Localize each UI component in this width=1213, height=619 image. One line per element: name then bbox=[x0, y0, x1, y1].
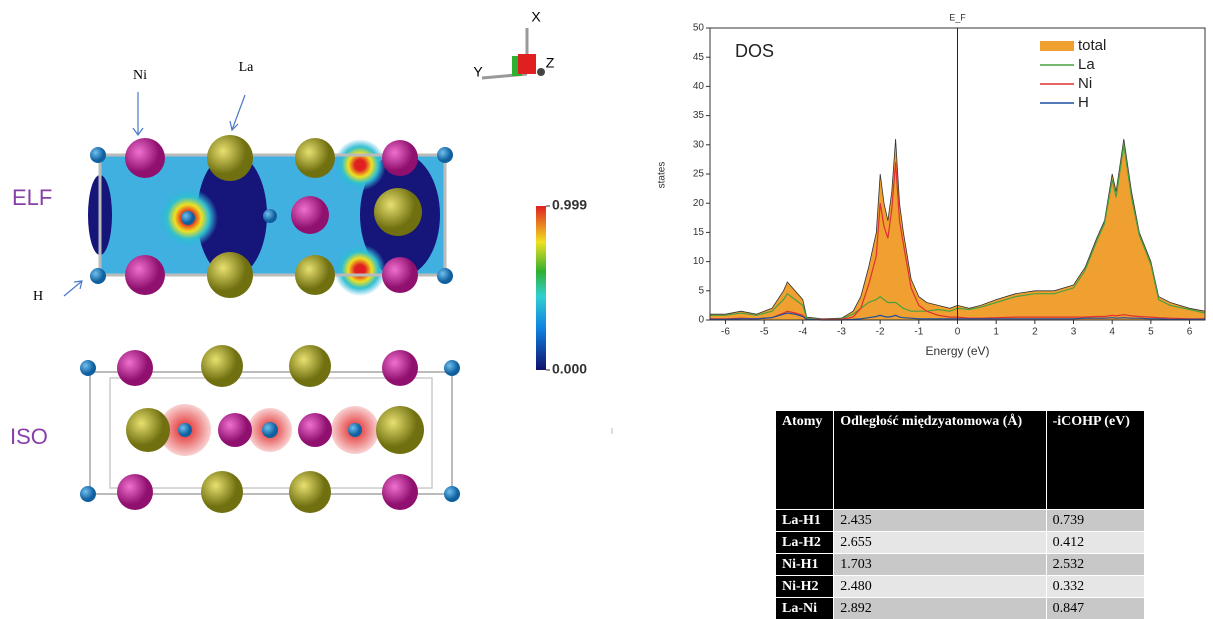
table-header-cell: -iCOHP (eV) bbox=[1046, 411, 1144, 510]
x-tick-label: -6 bbox=[721, 327, 730, 338]
y-tick-label: 40 bbox=[693, 81, 705, 92]
y-tick-label: 25 bbox=[693, 169, 705, 180]
x-tick-label: 4 bbox=[1109, 327, 1115, 338]
table-cell: La-H1 bbox=[776, 510, 834, 532]
label-la: La bbox=[239, 60, 255, 75]
y-tick-label: 0 bbox=[698, 315, 704, 326]
table-cell: Ni-H2 bbox=[776, 576, 834, 598]
y-tick-label: 15 bbox=[693, 227, 705, 238]
table-cell: La-H2 bbox=[776, 532, 834, 554]
colorbar-label: 0.000 bbox=[552, 361, 587, 377]
table-cell: 2.655 bbox=[834, 532, 1046, 554]
colorbar-label: 0.999 bbox=[552, 197, 587, 213]
table-cell: 0.332 bbox=[1046, 576, 1144, 598]
legend-label: La bbox=[1078, 56, 1095, 73]
table-header-cell: Odległość międzyatomowa (Å) bbox=[834, 411, 1046, 510]
y-axis-label: states bbox=[657, 162, 668, 189]
legend-label: total bbox=[1078, 37, 1106, 54]
label-elf: ELF bbox=[12, 185, 52, 210]
y-tick-label: 10 bbox=[693, 256, 705, 267]
x-tick-label: 1 bbox=[993, 327, 999, 338]
x-tick-label: 2 bbox=[1032, 327, 1038, 338]
table-cell: 0.412 bbox=[1046, 532, 1144, 554]
table-cell: 2.480 bbox=[834, 576, 1046, 598]
chart-title: DOS bbox=[735, 41, 774, 61]
axis-triad: X Y Z bbox=[473, 9, 554, 80]
fermi-label: E_F bbox=[949, 12, 966, 22]
y-tick-label: 30 bbox=[693, 139, 705, 150]
x-tick-label: 6 bbox=[1187, 327, 1193, 338]
legend-swatch bbox=[1040, 41, 1074, 51]
x-tick-label: -1 bbox=[914, 327, 923, 338]
page: Ni La H ELF ISO X Y Z 051015202530354045… bbox=[0, 0, 1213, 619]
legend-label: H bbox=[1078, 94, 1089, 111]
axis-y-label: Y bbox=[473, 64, 483, 80]
label-iso: ISO bbox=[10, 424, 48, 449]
legend-label: Ni bbox=[1078, 75, 1092, 92]
x-tick-label: 5 bbox=[1148, 327, 1154, 338]
table-cell: 0.739 bbox=[1046, 510, 1144, 532]
elf-map bbox=[88, 135, 453, 298]
y-tick-label: 45 bbox=[693, 52, 705, 63]
table-cell: 2.435 bbox=[834, 510, 1046, 532]
x-tick-label: -3 bbox=[837, 327, 846, 338]
table-cell: 1.703 bbox=[834, 554, 1046, 576]
x-tick-label: -2 bbox=[876, 327, 885, 338]
x-tick-label: -5 bbox=[760, 327, 769, 338]
y-tick-label: 20 bbox=[693, 198, 705, 209]
label-ni: Ni bbox=[133, 68, 147, 83]
x-tick-label: 0 bbox=[955, 327, 961, 338]
table-header-cell: Atomy bbox=[776, 411, 834, 510]
x-tick-label: 3 bbox=[1071, 327, 1077, 338]
y-tick-label: 5 bbox=[698, 285, 704, 296]
axis-x-label: X bbox=[531, 9, 541, 25]
table-cell: La-Ni bbox=[776, 598, 834, 619]
x-tick-label: -4 bbox=[798, 327, 807, 338]
colorbar bbox=[536, 206, 546, 370]
iso-structure bbox=[80, 345, 460, 513]
y-tick-label: 50 bbox=[693, 23, 705, 34]
table-cell: 0.847 bbox=[1046, 598, 1144, 619]
table-cell: 2.892 bbox=[834, 598, 1046, 619]
label-h: H bbox=[33, 289, 43, 304]
y-tick-label: 35 bbox=[693, 110, 705, 121]
x-axis-label: Energy (eV) bbox=[925, 344, 989, 358]
table-cell: Ni-H1 bbox=[776, 554, 834, 576]
table-cell: 2.532 bbox=[1046, 554, 1144, 576]
axis-z-label: Z bbox=[546, 55, 555, 71]
